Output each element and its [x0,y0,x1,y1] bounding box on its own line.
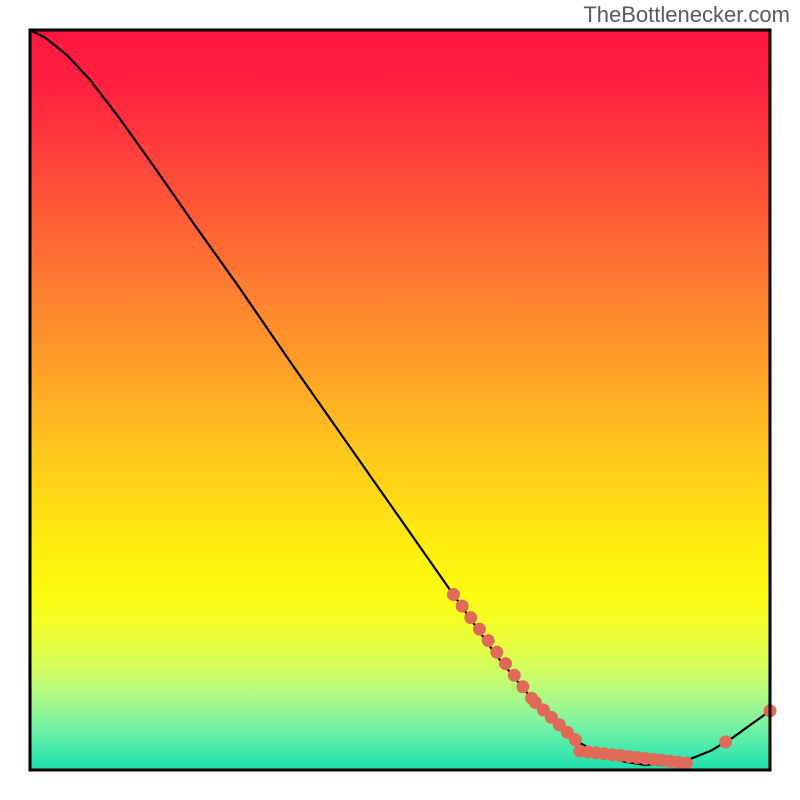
data-marker [465,612,477,624]
plot-background [30,30,770,770]
data-marker [482,635,494,647]
data-marker [720,736,732,748]
data-marker [456,600,468,612]
data-marker [680,757,692,769]
bottleneck-chart [0,0,800,800]
data-marker [473,623,485,635]
watermark-text: TheBottlenecker.com [583,2,790,28]
data-marker [447,589,459,601]
data-marker [517,681,529,693]
data-marker [491,646,503,658]
chart-container: TheBottlenecker.com [0,0,800,800]
data-marker [569,734,581,746]
data-marker [500,658,512,670]
data-marker [508,669,520,681]
